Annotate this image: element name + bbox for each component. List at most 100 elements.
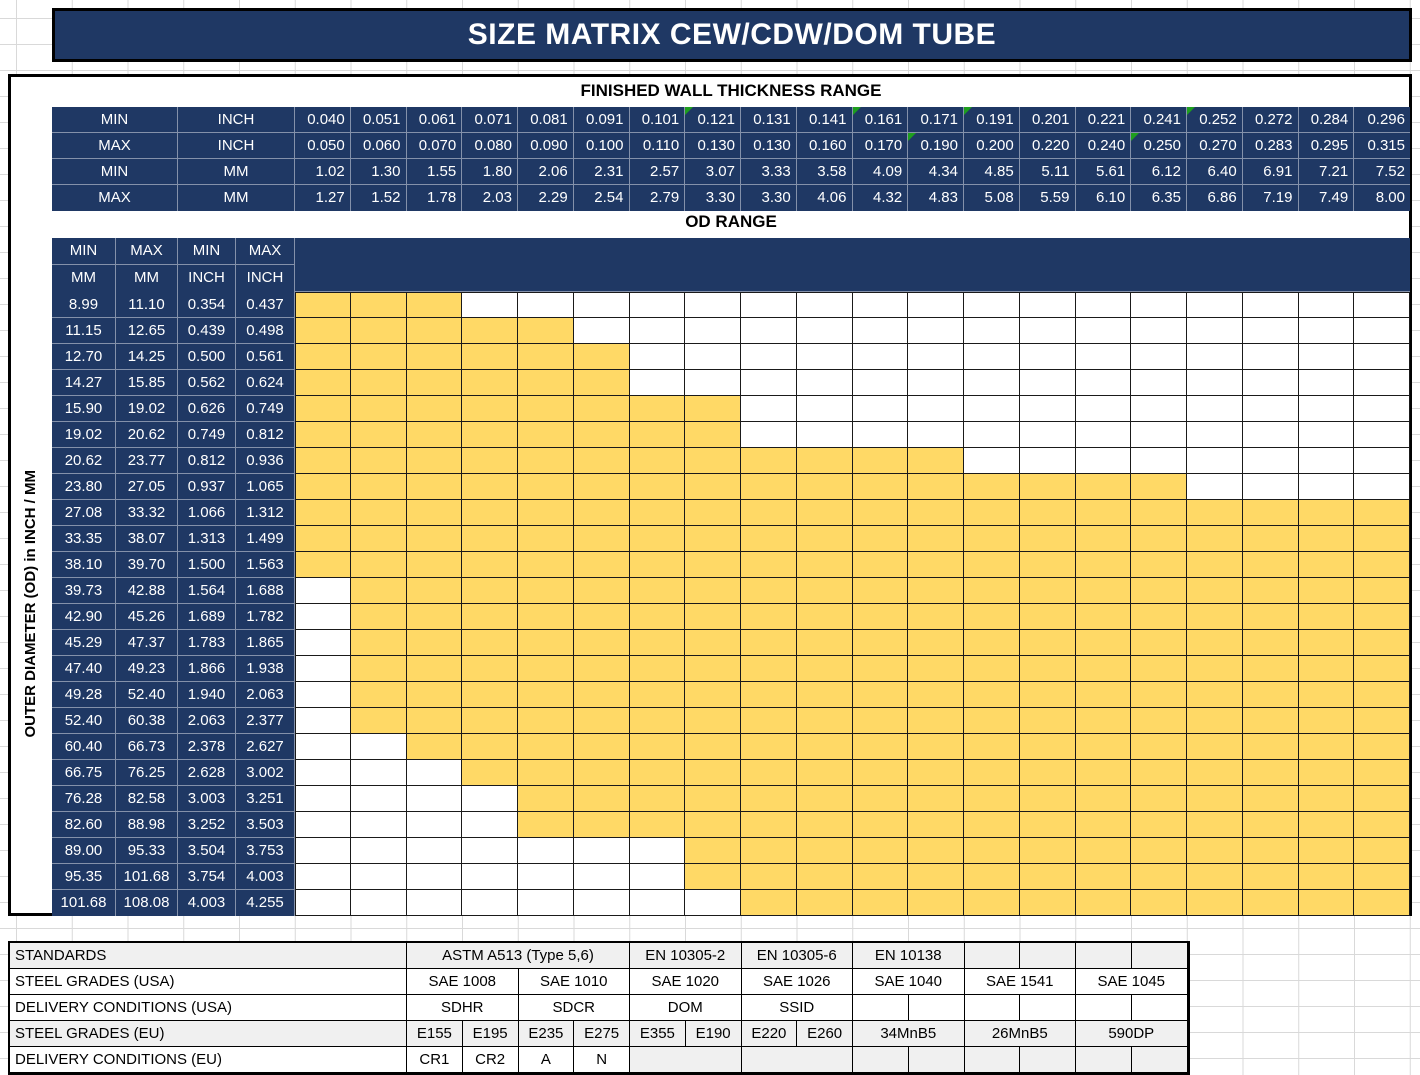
standards-value-cell[interactable] [853, 995, 909, 1021]
matrix-cell[interactable] [852, 630, 909, 656]
wall-thickness-value-cell[interactable]: 4.32 [852, 185, 909, 211]
matrix-cell[interactable] [573, 708, 630, 734]
matrix-cell[interactable] [295, 656, 351, 682]
matrix-cell[interactable] [908, 630, 964, 656]
matrix-cell[interactable] [1019, 630, 1076, 656]
od-bound-cell[interactable]: 3.251 [236, 786, 295, 812]
matrix-cell[interactable] [295, 760, 351, 786]
matrix-cell[interactable] [1019, 578, 1076, 604]
matrix-cell[interactable] [295, 318, 351, 344]
wall-thickness-value-cell[interactable]: 5.59 [1019, 185, 1076, 211]
matrix-cell[interactable] [462, 708, 518, 734]
matrix-cell[interactable] [796, 864, 853, 890]
od-bound-cell[interactable]: 66.73 [116, 734, 178, 760]
matrix-cell[interactable] [741, 630, 797, 656]
matrix-cell[interactable] [295, 708, 351, 734]
od-bound-cell[interactable]: 2.628 [178, 760, 236, 786]
matrix-cell[interactable] [1298, 344, 1355, 370]
matrix-cell[interactable] [1187, 370, 1243, 396]
od-bound-cell[interactable]: 12.65 [116, 318, 178, 344]
od-bound-cell[interactable]: 1.563 [236, 552, 295, 578]
matrix-cell[interactable] [295, 422, 351, 448]
matrix-cell[interactable] [964, 786, 1020, 812]
matrix-cell[interactable] [1075, 604, 1132, 630]
matrix-cell[interactable] [852, 604, 909, 630]
matrix-cell[interactable] [1131, 344, 1187, 370]
matrix-cell[interactable] [1019, 396, 1076, 422]
matrix-cell[interactable] [1242, 864, 1299, 890]
od-bound-cell[interactable]: 3.753 [236, 838, 295, 864]
wall-thickness-value-cell[interactable]: 0.070 [406, 133, 463, 159]
matrix-cell[interactable] [964, 344, 1020, 370]
matrix-cell[interactable] [741, 448, 797, 474]
matrix-cell[interactable] [295, 500, 351, 526]
wall-thickness-value-cell[interactable]: 0.040 [295, 107, 351, 133]
matrix-cell[interactable] [295, 344, 351, 370]
matrix-cell[interactable] [1354, 422, 1410, 448]
wall-thickness-value-cell[interactable]: 3.07 [685, 159, 741, 185]
matrix-cell[interactable] [295, 890, 351, 916]
wall-thickness-value-cell[interactable]: 5.11 [1019, 159, 1076, 185]
wall-thickness-value-cell[interactable]: 0.240 [1075, 133, 1132, 159]
wall-thickness-value-cell[interactable]: 0.241 [1131, 107, 1187, 133]
matrix-cell[interactable] [1242, 370, 1299, 396]
od-bound-cell[interactable]: 19.02 [116, 396, 178, 422]
od-bound-cell[interactable]: 23.77 [116, 448, 178, 474]
matrix-cell[interactable] [908, 500, 964, 526]
matrix-cell[interactable] [1187, 734, 1243, 760]
matrix-cell[interactable] [462, 630, 518, 656]
matrix-cell[interactable] [1298, 318, 1355, 344]
wall-thickness-value-cell[interactable]: 0.270 [1187, 133, 1243, 159]
od-bound-cell[interactable]: 0.624 [236, 370, 295, 396]
matrix-cell[interactable] [852, 578, 909, 604]
od-bound-cell[interactable]: 2.378 [178, 734, 236, 760]
standards-value-cell[interactable] [1020, 995, 1076, 1021]
matrix-cell[interactable] [796, 630, 853, 656]
matrix-cell[interactable] [406, 318, 463, 344]
matrix-cell[interactable] [1298, 760, 1355, 786]
matrix-cell[interactable] [629, 396, 686, 422]
wall-thickness-value-cell[interactable]: 6.12 [1131, 159, 1187, 185]
od-bound-cell[interactable]: 27.08 [52, 500, 116, 526]
matrix-cell[interactable] [462, 682, 518, 708]
matrix-cell[interactable] [685, 708, 741, 734]
matrix-cell[interactable] [518, 630, 574, 656]
wall-thickness-value-cell[interactable]: 0.221 [1075, 107, 1132, 133]
matrix-cell[interactable] [796, 838, 853, 864]
matrix-cell[interactable] [295, 578, 351, 604]
matrix-cell[interactable] [964, 292, 1020, 318]
matrix-cell[interactable] [629, 734, 686, 760]
wall-thickness-value-cell[interactable]: 0.201 [1019, 107, 1076, 133]
matrix-cell[interactable] [462, 604, 518, 630]
wall-thickness-value-cell[interactable]: 3.30 [741, 185, 797, 211]
matrix-cell[interactable] [573, 760, 630, 786]
matrix-cell[interactable] [796, 552, 853, 578]
od-bound-cell[interactable]: 1.499 [236, 526, 295, 552]
od-bound-cell[interactable]: 2.063 [236, 682, 295, 708]
matrix-cell[interactable] [796, 318, 853, 344]
matrix-cell[interactable] [964, 474, 1020, 500]
matrix-cell[interactable] [1242, 422, 1299, 448]
matrix-cell[interactable] [1242, 838, 1299, 864]
matrix-cell[interactable] [908, 734, 964, 760]
matrix-cell[interactable] [573, 630, 630, 656]
matrix-cell[interactable] [1187, 500, 1243, 526]
matrix-cell[interactable] [1242, 448, 1299, 474]
wall-thickness-value-cell[interactable]: 0.296 [1354, 107, 1410, 133]
matrix-cell[interactable] [1187, 344, 1243, 370]
matrix-cell[interactable] [908, 864, 964, 890]
matrix-cell[interactable] [462, 500, 518, 526]
matrix-cell[interactable] [1131, 578, 1187, 604]
od-header-cell[interactable]: INCH [178, 265, 236, 292]
od-bound-cell[interactable]: 45.26 [116, 604, 178, 630]
matrix-cell[interactable] [406, 344, 463, 370]
matrix-cell[interactable] [573, 812, 630, 838]
matrix-cell[interactable] [1187, 630, 1243, 656]
matrix-cell[interactable] [1242, 604, 1299, 630]
od-bound-cell[interactable]: 11.10 [116, 292, 178, 318]
matrix-cell[interactable] [964, 812, 1020, 838]
od-bound-cell[interactable]: 1.866 [178, 656, 236, 682]
matrix-cell[interactable] [685, 422, 741, 448]
matrix-cell[interactable] [350, 656, 407, 682]
matrix-cell[interactable] [406, 864, 463, 890]
